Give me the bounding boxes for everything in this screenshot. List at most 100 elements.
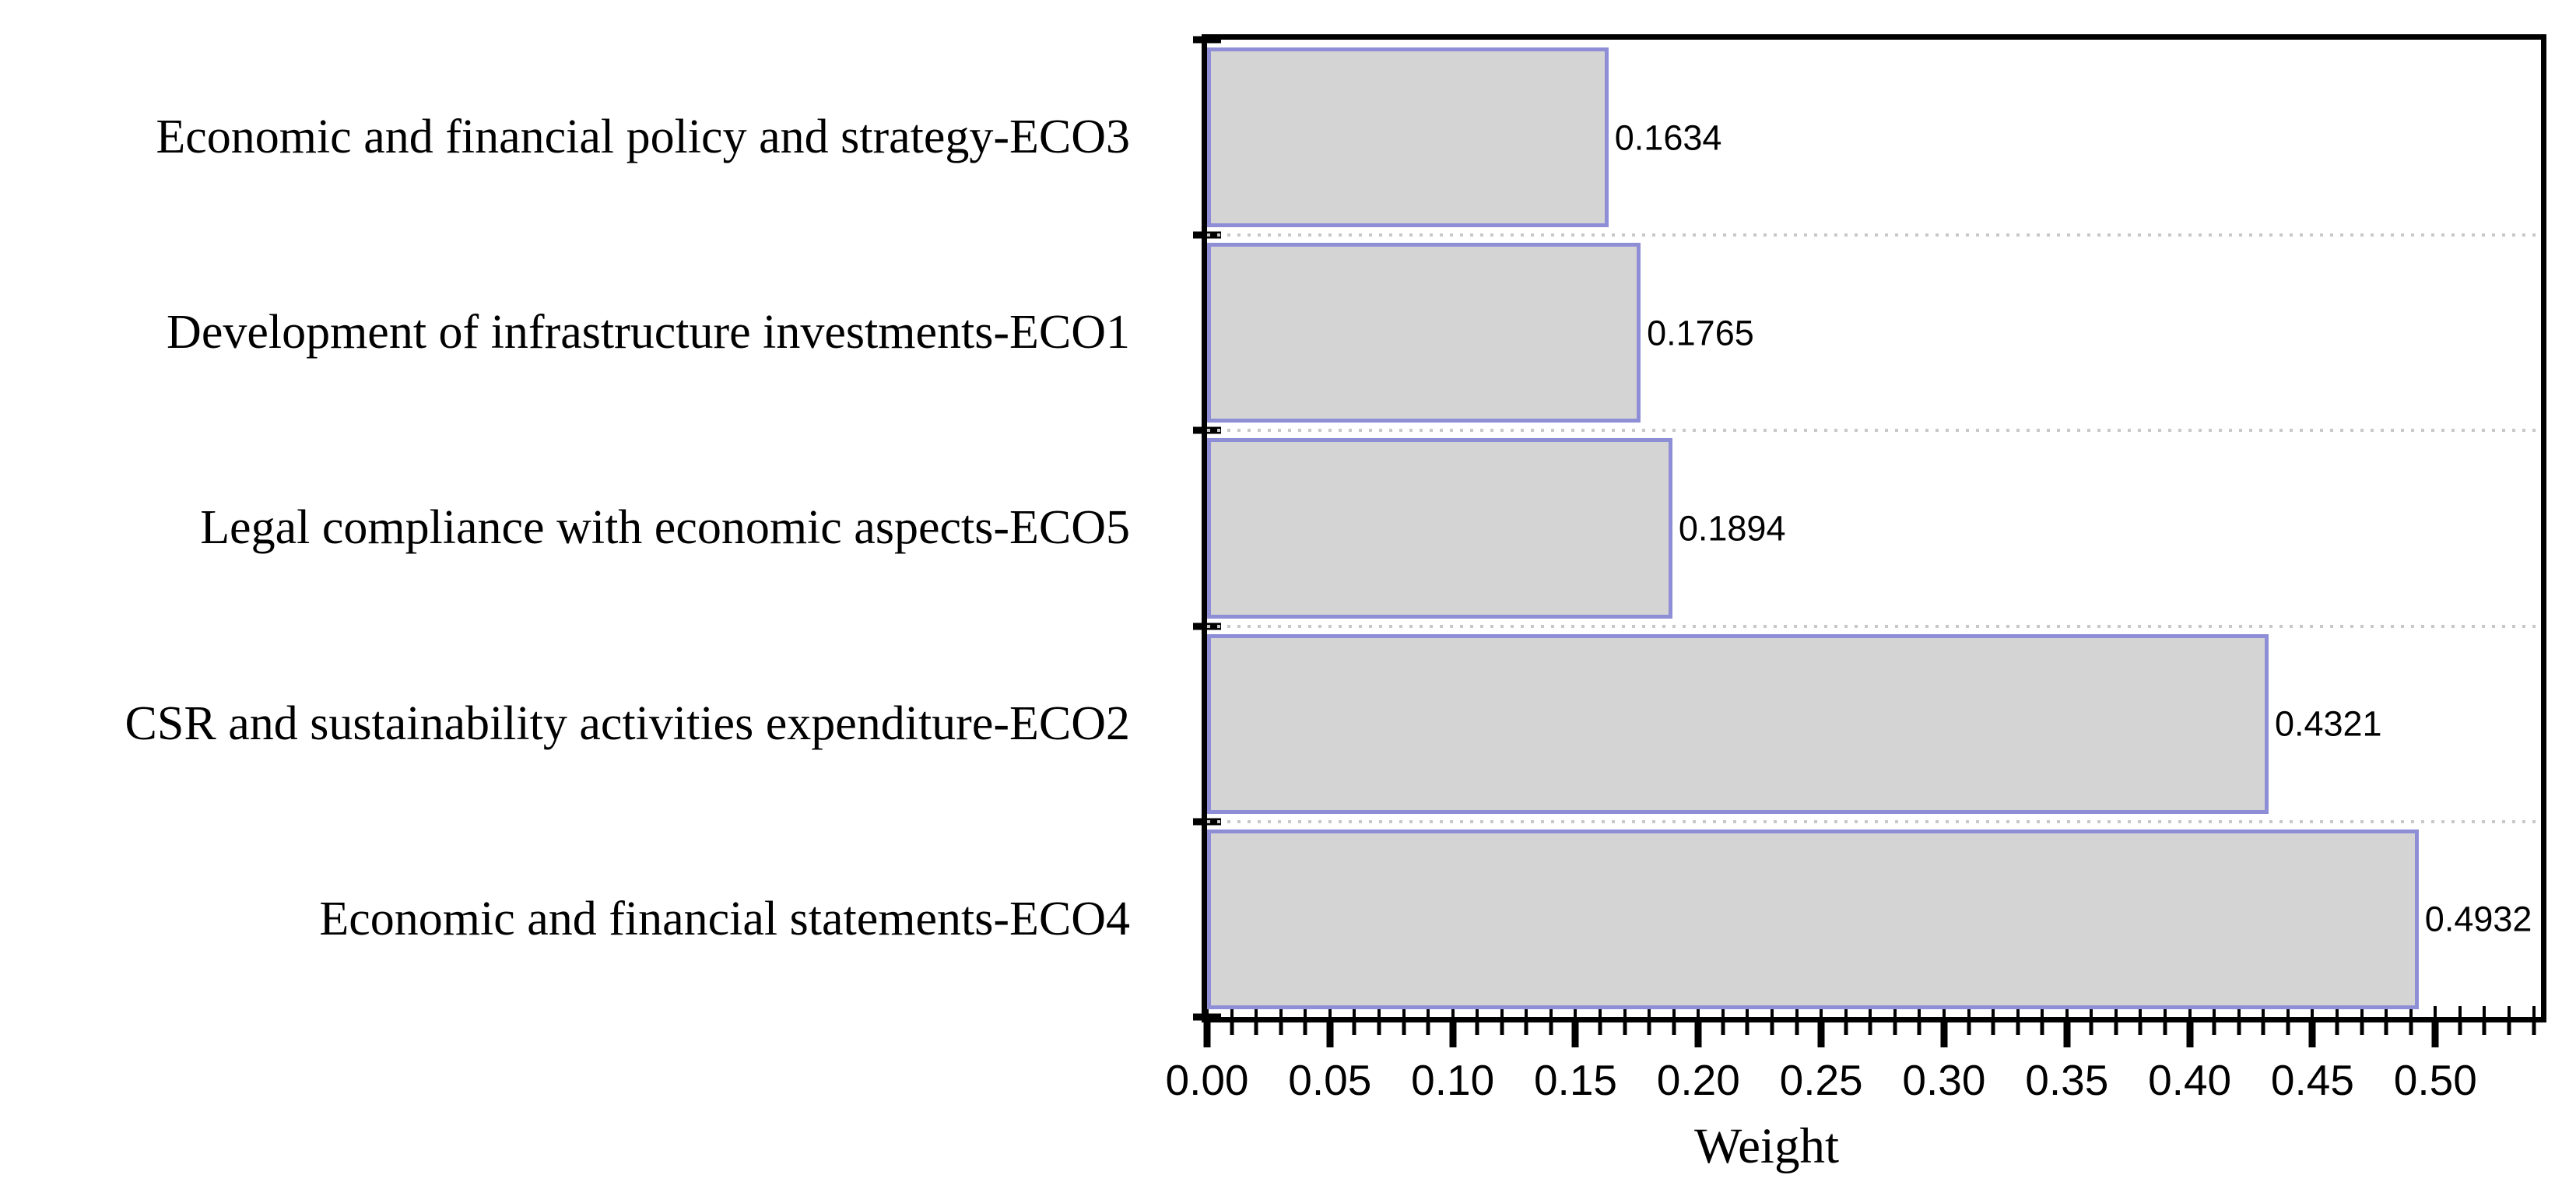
x-minor-tick xyxy=(1402,1022,1406,1035)
bars-layer: 0.1634 0.1765 0.1894 0.4321 0.4932 xyxy=(1207,40,2541,1017)
x-major-tick-inside xyxy=(1451,1006,1455,1017)
x-major-tick-inside xyxy=(1328,1006,1332,1017)
x-minor-tick xyxy=(2237,1022,2241,1035)
x-minor-tick xyxy=(1745,1022,1750,1035)
x-minor-tick-inside xyxy=(1230,1006,1234,1017)
x-major-tick xyxy=(1940,1022,1948,1047)
x-minor-tick xyxy=(2163,1022,2167,1035)
category-label: CSR and sustainability activities expend… xyxy=(125,696,1130,750)
x-major-tick xyxy=(1203,1022,1211,1047)
bar-value-label: 0.1765 xyxy=(1647,313,1754,353)
category-label: Economic and financial policy and strate… xyxy=(156,110,1130,164)
x-major-tick xyxy=(1571,1022,1579,1047)
x-major-tick xyxy=(2063,1022,2071,1047)
x-tick-label: 0.20 xyxy=(1656,1056,1740,1104)
bar-value-label: 0.1634 xyxy=(1614,117,1722,158)
x-minor-tick-inside xyxy=(1599,1006,1602,1017)
x-axis-ticks-outside xyxy=(1203,1022,2541,1049)
category-label: Legal compliance with economic aspects-E… xyxy=(200,501,1130,555)
x-minor-tick xyxy=(1721,1022,1725,1035)
x-minor-tick xyxy=(1279,1022,1283,1035)
bar xyxy=(1207,829,2419,1009)
y-axis-tick xyxy=(1193,36,1221,44)
gridline xyxy=(1207,819,2541,823)
bar-row: 0.4932 xyxy=(1207,822,2541,1017)
x-minor-tick xyxy=(1426,1022,1430,1035)
gridline xyxy=(1207,624,2541,628)
bar xyxy=(1207,47,1609,228)
x-minor-tick xyxy=(2016,1022,2020,1035)
x-major-tick-inside xyxy=(1697,1006,1700,1017)
bar xyxy=(1207,243,1641,423)
x-major-tick-inside xyxy=(2188,1006,2192,1017)
x-minor-tick-inside xyxy=(2336,1006,2339,1017)
bar xyxy=(1207,438,1672,619)
x-minor-tick xyxy=(2384,1022,2388,1035)
bar xyxy=(1207,633,2269,814)
x-minor-tick-inside xyxy=(2360,1006,2364,1017)
x-major-tick-inside xyxy=(2065,1006,2069,1017)
x-minor-tick-inside xyxy=(2213,1006,2216,1017)
x-major-tick-inside xyxy=(1574,1006,1578,1017)
x-minor-tick xyxy=(1303,1022,1307,1035)
bar-value-label: 0.4321 xyxy=(2274,703,2382,744)
x-minor-tick-inside xyxy=(1746,1006,1750,1017)
x-minor-tick-inside xyxy=(1648,1006,1651,1017)
x-axis-ticks-inside xyxy=(1206,1006,2541,1017)
x-minor-tick xyxy=(2212,1022,2216,1035)
x-tick-label: 0.35 xyxy=(2025,1056,2109,1104)
x-axis-title: Weight xyxy=(1693,1118,1840,1174)
x-minor-tick-inside xyxy=(2409,1006,2413,1017)
x-minor-tick-inside xyxy=(1255,1006,1258,1017)
x-minor-tick xyxy=(1500,1022,1504,1035)
gridline xyxy=(1207,233,2541,237)
x-minor-tick xyxy=(1917,1022,1921,1035)
x-minor-tick xyxy=(2261,1022,2265,1035)
x-minor-tick-inside xyxy=(1967,1006,1971,1017)
x-minor-tick xyxy=(1254,1022,1258,1035)
x-minor-tick-inside xyxy=(1279,1006,1283,1017)
x-minor-tick xyxy=(1524,1022,1528,1035)
x-minor-tick xyxy=(1893,1022,1897,1035)
x-major-tick xyxy=(1326,1022,1334,1047)
x-minor-tick-inside xyxy=(2139,1006,2143,1017)
x-minor-tick-inside xyxy=(2458,1006,2462,1017)
x-tick-label: 0.45 xyxy=(2270,1056,2354,1104)
x-minor-tick xyxy=(1967,1022,1971,1035)
x-minor-tick-inside xyxy=(2262,1006,2265,1017)
x-minor-tick-inside xyxy=(2090,1006,2093,1017)
x-minor-tick-inside xyxy=(1992,1006,1995,1017)
x-major-tick-inside xyxy=(1820,1006,1823,1017)
x-minor-tick xyxy=(2507,1022,2511,1035)
x-minor-tick xyxy=(2040,1022,2044,1035)
x-minor-tick xyxy=(2532,1022,2536,1035)
x-minor-tick xyxy=(2409,1022,2413,1035)
x-minor-tick xyxy=(2482,1022,2487,1035)
x-minor-tick xyxy=(1549,1022,1553,1035)
x-major-tick xyxy=(2186,1022,2194,1047)
x-minor-tick xyxy=(1795,1022,1799,1035)
category-label: Economic and financial statements-ECO4 xyxy=(319,892,1130,945)
x-minor-tick-inside xyxy=(2507,1006,2511,1017)
x-minor-tick-inside xyxy=(2041,1006,2044,1017)
x-minor-tick xyxy=(2089,1022,2093,1035)
x-minor-tick-inside xyxy=(1525,1006,1528,1017)
x-minor-tick-inside xyxy=(2286,1006,2290,1017)
x-minor-tick-inside xyxy=(2164,1006,2167,1017)
gridline xyxy=(1207,429,2541,433)
x-minor-tick xyxy=(1352,1022,1356,1035)
x-minor-tick xyxy=(2138,1022,2143,1035)
x-minor-tick xyxy=(2335,1022,2339,1035)
x-minor-tick-inside xyxy=(1353,1006,1356,1017)
x-major-tick xyxy=(1694,1022,1702,1047)
x-tick-label: 0.10 xyxy=(1411,1056,1495,1104)
x-minor-tick xyxy=(1475,1022,1479,1035)
x-minor-tick-inside xyxy=(1549,1006,1553,1017)
x-minor-tick-inside xyxy=(1377,1006,1381,1017)
x-minor-tick-inside xyxy=(2483,1006,2487,1017)
x-minor-tick xyxy=(2286,1022,2290,1035)
bar-row: 0.4321 xyxy=(1207,626,2541,822)
plot-area: 0.1634 0.1765 0.1894 0.4321 0.4932 xyxy=(1202,34,2546,1022)
x-major-tick-inside xyxy=(1206,1006,1209,1017)
